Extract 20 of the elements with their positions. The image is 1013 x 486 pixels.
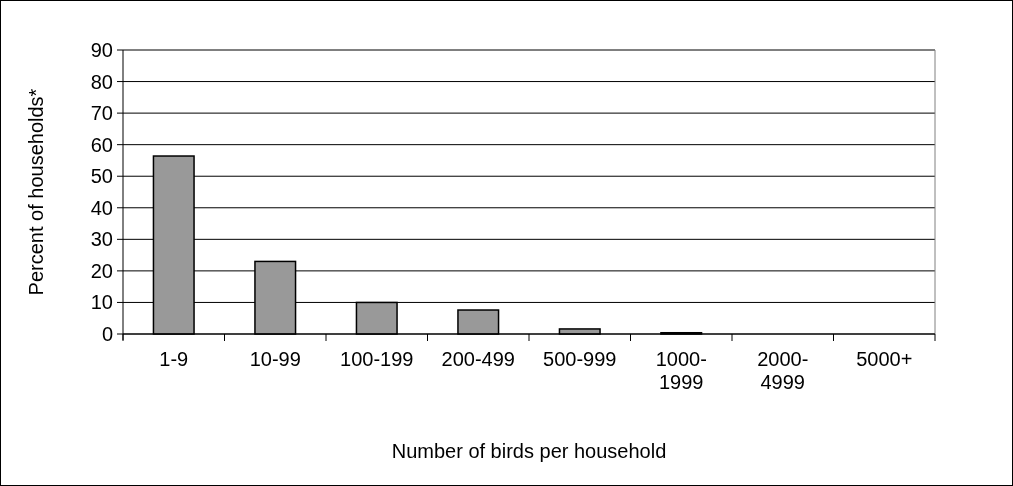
y-tick-label: 50 bbox=[90, 165, 113, 188]
y-tick-label: 90 bbox=[90, 39, 113, 61]
y-tick-label: 0 bbox=[101, 323, 113, 345]
y-tick-label: 60 bbox=[90, 133, 113, 156]
x-tick-label: 200-499 bbox=[441, 348, 515, 370]
x-tick-label: 1000-1999 bbox=[655, 348, 707, 393]
x-tick-label: 10-99 bbox=[249, 348, 301, 370]
x-tick-label: 500-999 bbox=[543, 348, 617, 370]
y-tick-label: 80 bbox=[90, 70, 113, 93]
y-tick-label: 10 bbox=[90, 291, 113, 314]
y-tick-label: 20 bbox=[90, 259, 113, 282]
x-tick-label: 100-199 bbox=[340, 348, 414, 370]
y-tick-label: 30 bbox=[90, 228, 113, 251]
x-tick-label: 5000+ bbox=[856, 348, 913, 370]
y-tick-label: 70 bbox=[90, 102, 113, 125]
x-tick-label: 2000-4999 bbox=[757, 348, 809, 393]
x-tick-label: 1-9 bbox=[159, 348, 189, 370]
y-axis-title: Percent of households* bbox=[25, 88, 47, 296]
x-axis-title: Number of birds per household bbox=[391, 440, 667, 462]
y-tick-label: 40 bbox=[90, 196, 113, 219]
